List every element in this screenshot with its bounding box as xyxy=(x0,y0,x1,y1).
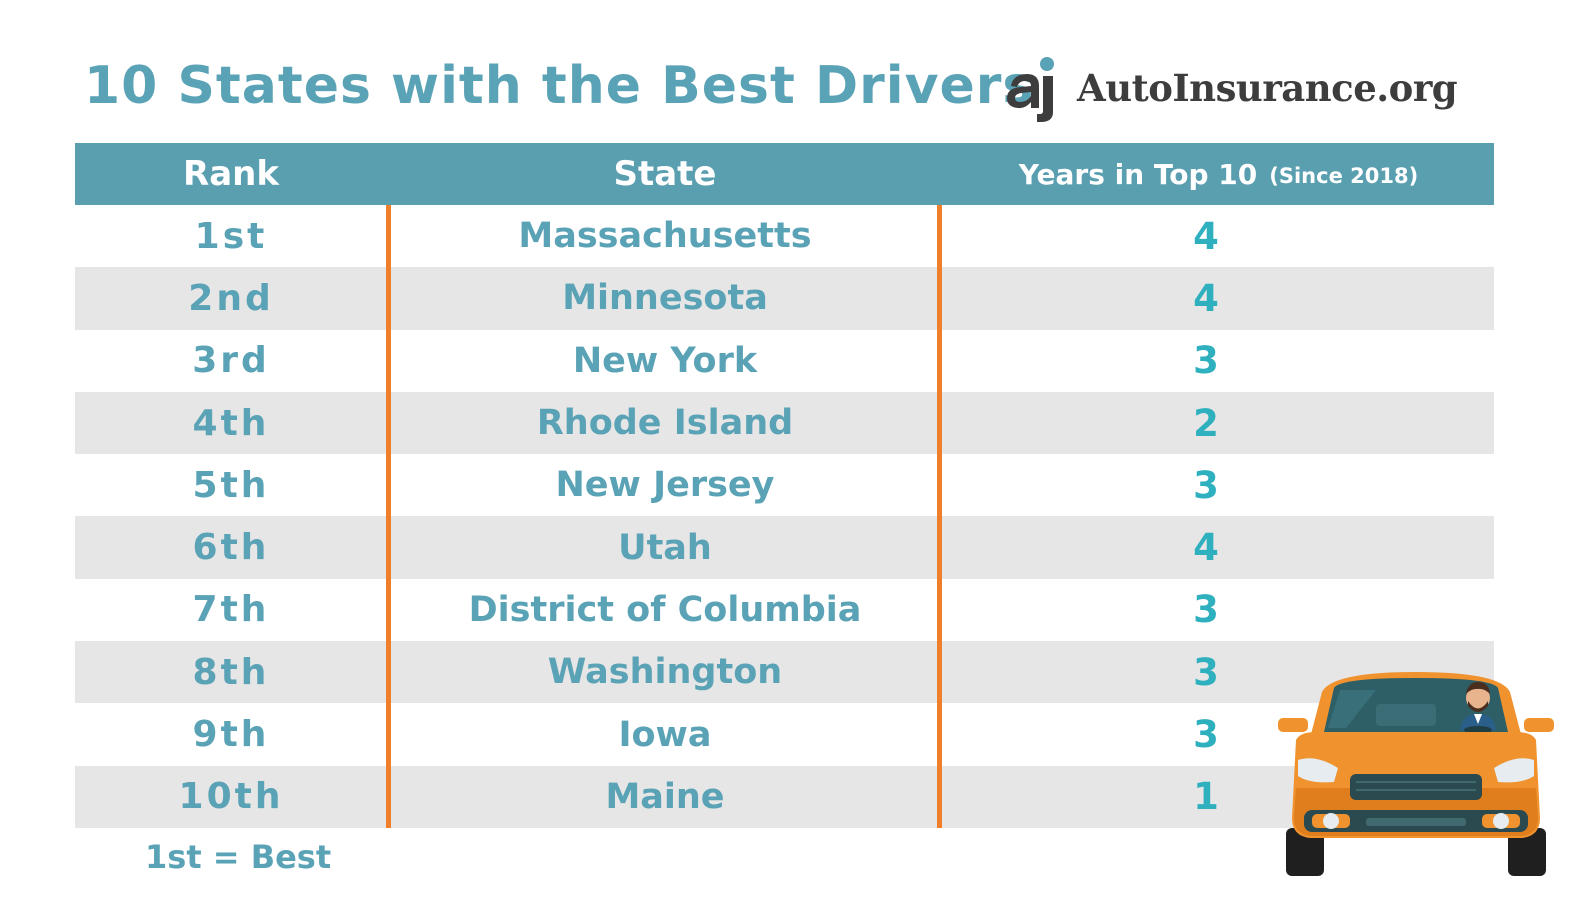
table-row: 2nd Minnesota 4 xyxy=(75,267,1494,330)
state-cell: Massachusetts xyxy=(518,216,812,257)
years-cell: 3 xyxy=(1193,339,1219,383)
orange-car-with-driver-icon xyxy=(1278,672,1554,876)
autoinsurance-logo-icon xyxy=(1007,57,1054,122)
state-cell: New Jersey xyxy=(555,465,775,506)
state-cell: Utah xyxy=(618,527,712,568)
years-cell: 2 xyxy=(1193,401,1219,445)
years-cell: 4 xyxy=(1193,276,1219,320)
state-cell: District of Columbia xyxy=(468,589,862,630)
header-years-sub: (Since 2018) xyxy=(1269,164,1419,188)
table-body: 1st Massachusetts 4 2nd Minnesota 4 3rd … xyxy=(75,205,1494,828)
rank-cell: 3rd xyxy=(192,340,270,382)
page-title: 10 States with the Best Drivers xyxy=(84,56,1035,116)
rank-cell: 2nd xyxy=(188,277,274,319)
brand-logo[interactable]: AutoInsurance.org xyxy=(1005,56,1465,126)
best-drivers-table: Rank State Years in Top 10 (Since 2018) … xyxy=(75,143,1494,828)
table-row: 4th Rhode Island 2 xyxy=(75,391,1494,455)
column-divider xyxy=(386,205,391,828)
years-cell: 3 xyxy=(1193,713,1219,757)
state-cell: Minnesota xyxy=(562,278,768,319)
header-years: Years in Top 10 (Since 2018) xyxy=(943,143,1494,205)
table-row: 9th Iowa 3 xyxy=(75,703,1494,765)
rank-cell: 9th xyxy=(192,714,270,756)
state-cell: Maine xyxy=(605,776,725,817)
state-cell: New York xyxy=(572,340,758,381)
brand-name: AutoInsurance.org xyxy=(1077,66,1458,110)
header-rank: Rank xyxy=(183,154,279,194)
years-cell: 3 xyxy=(1193,588,1219,632)
rank-cell: 1st xyxy=(194,215,268,257)
table-row: 10th Maine 1 xyxy=(75,765,1494,828)
table-row: 5th New Jersey 3 xyxy=(75,454,1494,516)
table-row: 7th District of Columbia 3 xyxy=(75,579,1494,641)
rank-cell: 10th xyxy=(178,776,284,818)
header-state: State xyxy=(613,154,717,194)
state-cell: Iowa xyxy=(618,714,712,755)
rank-cell: 5th xyxy=(192,464,270,506)
years-cell: 3 xyxy=(1193,650,1219,694)
rank-cell: 4th xyxy=(192,402,270,444)
rank-cell: 7th xyxy=(192,589,270,631)
footnote: 1st = Best xyxy=(145,838,332,876)
years-cell: 4 xyxy=(1193,526,1219,570)
years-cell: 4 xyxy=(1193,214,1219,258)
header-years-label: Years in Top 10 xyxy=(1018,157,1258,191)
table-row: 8th Washington 3 xyxy=(75,641,1494,704)
rank-cell: 8th xyxy=(192,651,270,693)
years-cell: 3 xyxy=(1193,463,1219,507)
table-row: 3rd New York 3 xyxy=(75,330,1494,392)
state-cell: Washington xyxy=(547,652,783,693)
years-cell: 1 xyxy=(1193,775,1219,819)
table-header: Rank State Years in Top 10 (Since 2018) xyxy=(75,143,1494,205)
table-row: 6th Utah 4 xyxy=(75,516,1494,579)
column-divider xyxy=(937,205,942,828)
state-cell: Rhode Island xyxy=(536,403,794,444)
rank-cell: 6th xyxy=(192,527,270,569)
table-row: 1st Massachusetts 4 xyxy=(75,205,1494,267)
